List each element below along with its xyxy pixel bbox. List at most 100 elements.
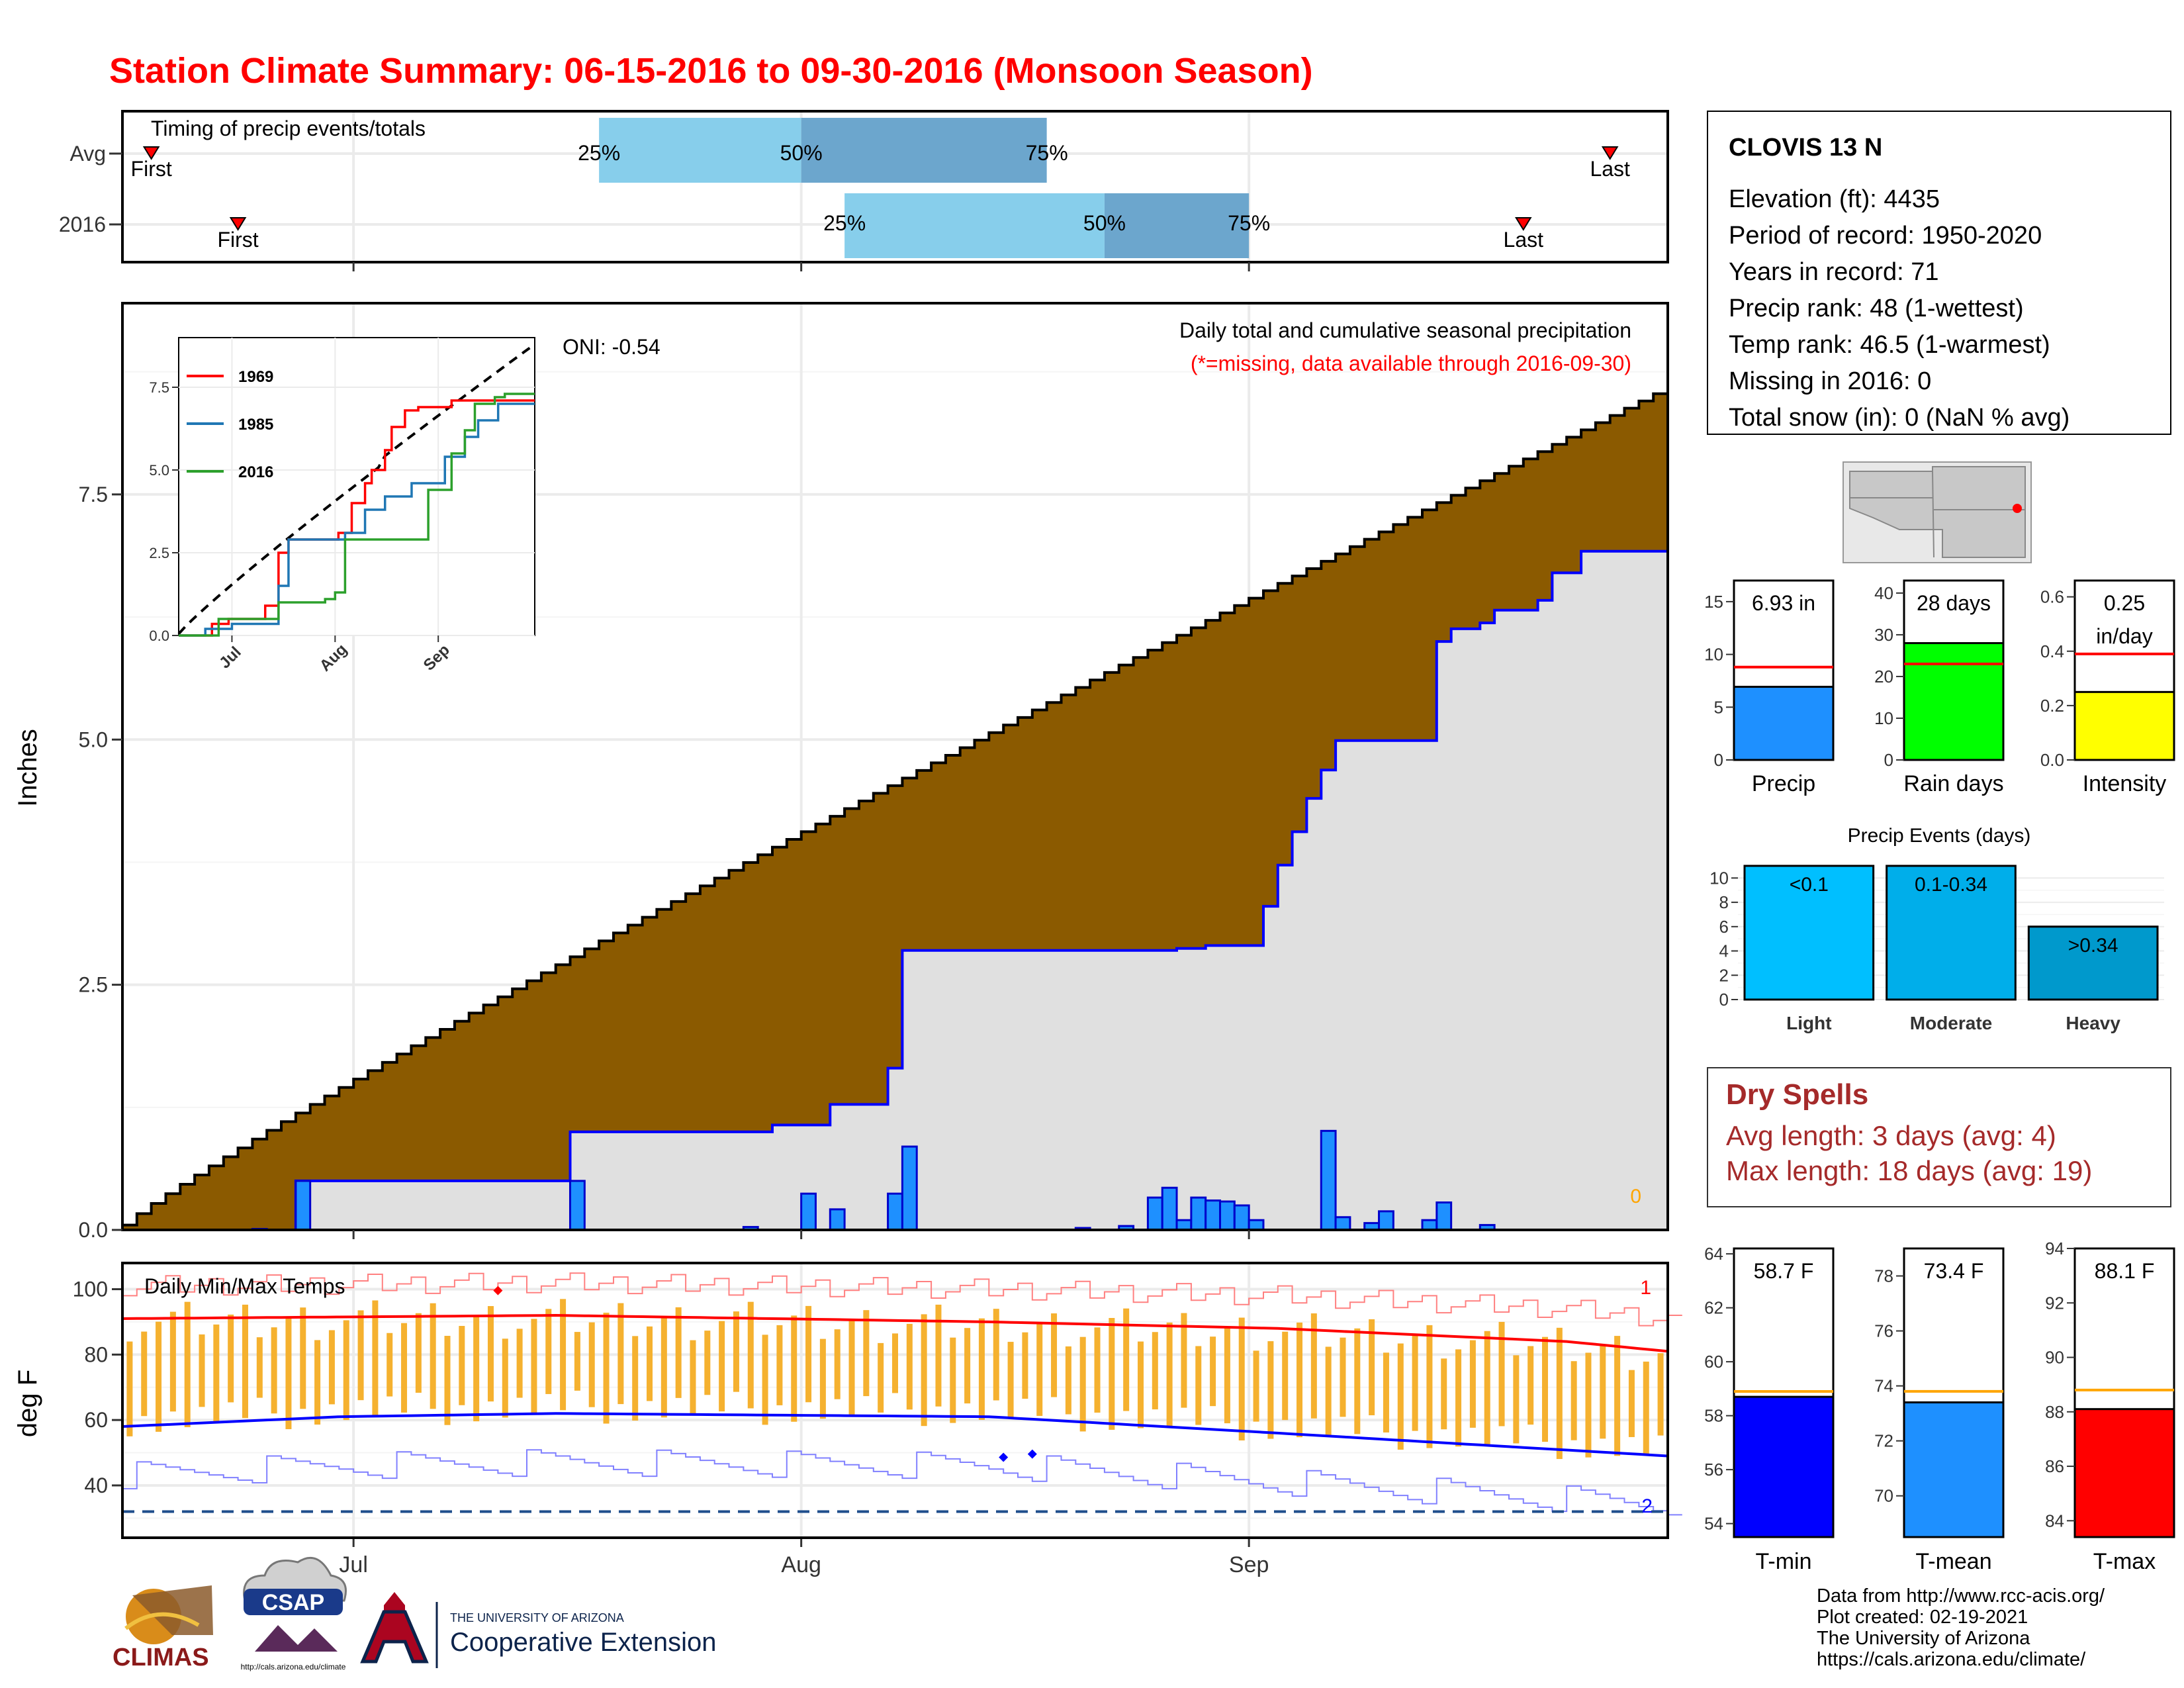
events-ytick-label: 10 xyxy=(1709,868,1729,888)
panel-value-label: 28 days xyxy=(1917,591,1991,615)
daily-temp-bar xyxy=(1267,1341,1274,1439)
timing-first-label: First xyxy=(131,157,172,181)
daily-precip-bar xyxy=(1320,1129,1337,1231)
record-high-line xyxy=(122,1272,1682,1327)
daily-temp-bar xyxy=(156,1321,162,1432)
station-info-box: CLOVIS 13 N Elevation (ft): 4435 Period … xyxy=(1707,111,2171,435)
daily-temp-bar xyxy=(1469,1340,1476,1428)
panel-ytick-label: 0.6 xyxy=(2040,587,2064,607)
temp-content: 40 60 80 100 Jul Aug Sep xyxy=(73,1263,1682,1577)
daily-temp-bar xyxy=(1065,1346,1071,1415)
csap-badge xyxy=(244,1589,343,1615)
daily-temp-bar xyxy=(921,1314,927,1427)
daily-precip-bar xyxy=(569,1180,586,1231)
daily-temp-bar xyxy=(747,1301,754,1409)
panel-category-label: Intensity xyxy=(2083,771,2167,796)
csap-mountain-icon xyxy=(255,1625,338,1652)
daily-temp-bar xyxy=(1570,1361,1577,1440)
avg-cumulative-area xyxy=(122,386,1668,1230)
daily-temp-bar xyxy=(285,1317,292,1429)
panel-ytick-label: 76 xyxy=(1874,1321,1893,1341)
daily-temp-bar xyxy=(141,1331,148,1417)
precip-events-title: Precip Events (days) xyxy=(1848,825,2031,847)
locator-map xyxy=(1843,461,2032,563)
timing-last-label: Last xyxy=(1590,157,1630,181)
panel-bar xyxy=(1733,1395,1835,1538)
temperature-panel: 40 60 80 100 Jul Aug Sep Daily Min/Max Temps d… xyxy=(13,1262,1682,1577)
daily-temp-bar xyxy=(704,1331,711,1395)
panel-ytick-label: 74 xyxy=(1874,1376,1893,1396)
csap-logo: CSAP http://cals.arizona.edu/climate xyxy=(241,1556,347,1671)
timing-last-marker-icon xyxy=(1601,146,1619,160)
daily-temp-bar xyxy=(588,1322,595,1407)
inset-legend-label: 1969 xyxy=(238,368,273,386)
daily-temp-bar xyxy=(1643,1361,1649,1454)
daily-temp-bar xyxy=(878,1342,884,1413)
daily-temp-bar xyxy=(1412,1334,1418,1431)
daily-temp-bar xyxy=(415,1313,422,1393)
temp-ytick-label: 60 xyxy=(84,1408,108,1432)
station-line: Period of record: 1950-2020 xyxy=(1729,222,2042,250)
daily-temp-bar xyxy=(1224,1327,1230,1424)
daily-temp-bar xyxy=(1556,1327,1563,1460)
inset-series-1985 xyxy=(179,402,535,637)
daily-temp-bar xyxy=(1614,1336,1621,1456)
event-bar-moderate xyxy=(1886,865,2017,1001)
daily-temp-bar xyxy=(328,1330,335,1405)
inset-ytick-label: 5.0 xyxy=(149,462,169,479)
ua-block-a-shape xyxy=(360,1610,429,1664)
events-ytick-label: 6 xyxy=(1719,917,1729,937)
daily-temp-bar xyxy=(733,1311,739,1392)
panel-ytick-label: 58 xyxy=(1704,1406,1723,1426)
panel-ytick-label: 94 xyxy=(2045,1239,2064,1258)
panel-ytick-label: 86 xyxy=(2045,1456,2064,1476)
timing-panel: 25% 50% 75% First Last 25% 50% 75% First Last Tim… xyxy=(59,110,1669,271)
daily-temp-bar xyxy=(372,1300,379,1417)
temp-xtick-label: Jul xyxy=(339,1552,367,1577)
panel-value-label: in/day xyxy=(2096,624,2152,648)
panel-bar xyxy=(1903,642,2005,761)
daily-temp-bar xyxy=(502,1338,508,1418)
daily-temp-bar xyxy=(675,1307,682,1398)
panel-ytick-label: 5 xyxy=(1714,697,1723,717)
event-bar-light xyxy=(1743,865,1875,1001)
main-ylabel: Inches xyxy=(13,729,42,807)
dry-spells-max: Max length: 18 days (avg: 19) xyxy=(1726,1155,2092,1186)
station-line: Temp rank: 46.5 (1-warmest) xyxy=(1729,331,2050,359)
event-bar-label: >0.34 xyxy=(2068,935,2118,957)
inset-legend-label: 2016 xyxy=(238,463,273,481)
daily-temp-bar xyxy=(1354,1328,1361,1434)
record-low-marker-icon xyxy=(1027,1449,1037,1459)
timing-row-avg-label: Avg xyxy=(69,142,106,165)
daily-temp-bar xyxy=(1137,1341,1144,1429)
daily-temp-bar xyxy=(863,1310,870,1397)
temp-xtick-label: Sep xyxy=(1229,1552,1269,1577)
daily-temp-bar xyxy=(1166,1322,1173,1427)
panel-ytick-label: 10 xyxy=(1874,708,1893,728)
main-ytick-label: 2.5 xyxy=(79,973,108,997)
main-annotation-title: Daily total and cumulative seasonal prec… xyxy=(1179,318,1631,342)
panel-category-label: T-min xyxy=(1756,1549,1812,1574)
station-line: Years in record: 71 xyxy=(1729,258,1939,286)
panel-ytick-label: 0 xyxy=(1884,750,1893,770)
daily-temp-bar xyxy=(1441,1358,1447,1430)
daily-temp-bar xyxy=(964,1328,971,1404)
record-high-count: 1 xyxy=(1640,1277,1651,1299)
panel-ytick-label: 20 xyxy=(1874,667,1893,686)
daily-temp-bar xyxy=(1455,1349,1462,1447)
daily-temp-bar xyxy=(169,1311,176,1412)
panel-ytick-label: 30 xyxy=(1874,625,1893,645)
csap-url: http://cals.arizona.edu/climate xyxy=(241,1662,346,1671)
daily-temp-bar xyxy=(357,1310,364,1401)
panel-rain-days: 0 10 20 30 40 28 days Rain days xyxy=(1874,579,2005,796)
daily-temp-bar xyxy=(256,1337,263,1398)
panel-ytick-label: 0.2 xyxy=(2040,696,2064,716)
avg-min-line xyxy=(122,1412,1668,1458)
event-category-label: Heavy xyxy=(2066,1013,2120,1033)
panel-ytick-label: 72 xyxy=(1874,1431,1893,1451)
panel-bar xyxy=(1903,1401,2005,1538)
daily-temp-bar xyxy=(1094,1327,1101,1413)
credit-line: Data from http://www.rcc-acis.org/ xyxy=(1817,1585,2105,1607)
daily-temp-bar xyxy=(213,1324,220,1423)
